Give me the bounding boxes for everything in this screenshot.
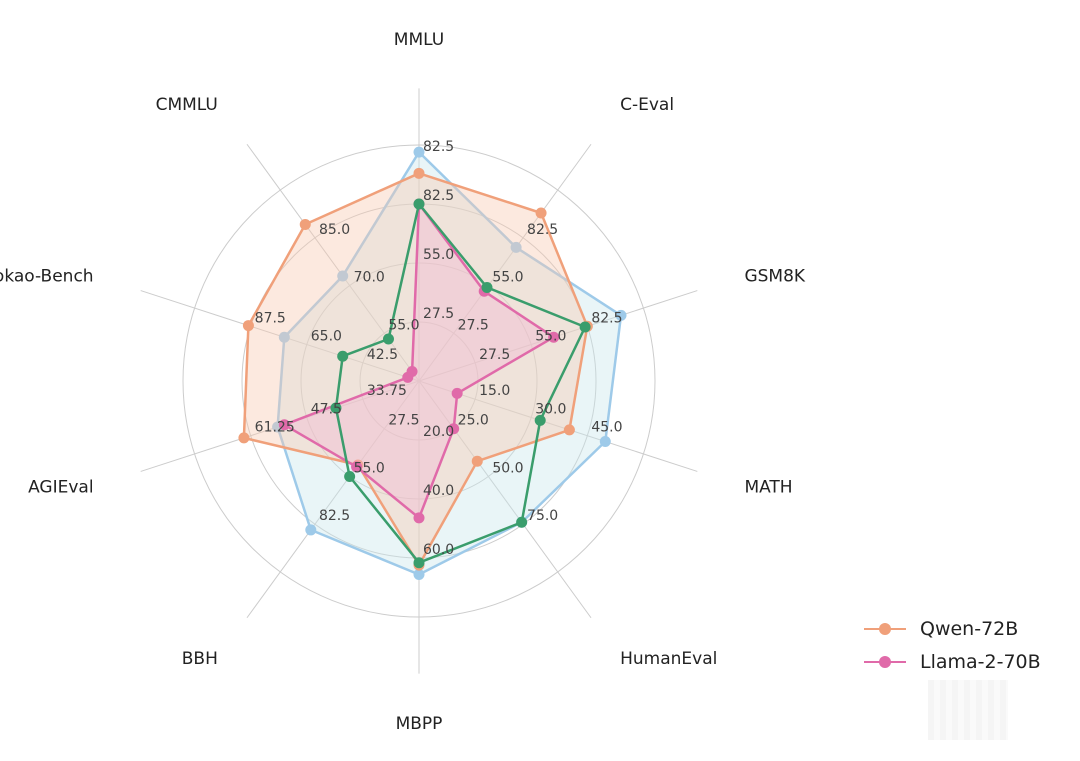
series-3-point-2: [615, 309, 627, 321]
tick-label-7-1: 47.5: [311, 401, 342, 417]
series-3-point-5: [413, 569, 425, 581]
tick-label-6-2: 82.5: [319, 508, 350, 524]
tick-label-5-1: 40.0: [423, 483, 454, 499]
axis-label-0: MMLU: [394, 30, 444, 50]
tick-label-2-1: 55.0: [535, 329, 566, 345]
tick-label-4-2: 75.0: [527, 508, 558, 524]
tick-label-9-0: 55.0: [388, 317, 419, 333]
series-1-point-5: [413, 512, 425, 524]
tick-label-0-outer: 82.5: [423, 139, 454, 155]
tick-label-1-1: 55.0: [492, 270, 523, 286]
series-2-point-9: [382, 333, 394, 345]
tick-label-5-2: 60.0: [423, 542, 454, 558]
spoke-1: [418, 143, 592, 382]
series-2-point-6: [344, 470, 356, 482]
series-2-point-2: [579, 321, 591, 333]
tick-label-2-2: 82.5: [591, 310, 622, 326]
legend-swatch-llama: [862, 655, 908, 669]
tick-label-8-0: 42.5: [367, 347, 398, 363]
radar-axis-labels: MMLU C-Eval GSM8K MATH HumanEval MBPP BBH AGIEv…: [0, 30, 806, 734]
series-3-point-8: [278, 331, 290, 343]
spoke-4: [418, 380, 592, 619]
series-2-point-0: [413, 198, 425, 210]
tick-label-9-1: 70.0: [354, 270, 385, 286]
series-0-point-8: [242, 320, 254, 332]
tick-label-1-2: 82.5: [527, 222, 558, 238]
spoke-3: [418, 380, 698, 472]
series-2-point-1: [481, 281, 493, 293]
tick-label-8-2: 87.5: [255, 310, 286, 326]
radar-series: [238, 146, 627, 581]
tick-label-0-1: 55.0: [423, 247, 454, 263]
series-1-point-9: [406, 365, 418, 377]
legend-swatch-qwen: [862, 622, 908, 636]
series-2-point-3: [534, 414, 546, 426]
tick-label-8-1: 65.0: [311, 329, 342, 345]
tick-label-7-0: 33.75: [367, 383, 407, 399]
tick-label-9-2: 85.0: [319, 222, 350, 238]
series-1-point-2: [548, 331, 560, 343]
series-0-point-0: [413, 167, 425, 179]
axis-label-3: MATH: [744, 478, 792, 498]
tick-label-3-1: 30.0: [535, 401, 566, 417]
series-0-point-3: [563, 424, 575, 436]
series-2-point-4: [516, 516, 528, 528]
watermark: [928, 680, 1008, 740]
legend-item-llama: Llama-2-70B: [862, 645, 1041, 678]
series-1-point-4: [448, 423, 460, 435]
series-2-point-8: [337, 350, 349, 362]
series-3-point-6: [305, 524, 317, 536]
series-0-point-7: [238, 432, 250, 444]
series-0-point-1: [535, 207, 547, 219]
tick-label-5-0: 20.0: [423, 424, 454, 440]
tick-label-6-0: 27.5: [388, 413, 419, 429]
axis-label-2: GSM8K: [744, 266, 805, 286]
series-2-point-5: [413, 557, 425, 569]
series-3-point-1: [510, 241, 522, 253]
tick-label-1-0: 27.5: [458, 317, 489, 333]
axis-label-9: CMMLU: [156, 95, 218, 115]
axis-label-7: AGIEval: [28, 478, 93, 498]
series-1-point-7: [278, 419, 290, 431]
series-0-point-9: [299, 218, 311, 230]
axis-label-4: HumanEval: [620, 649, 717, 669]
axis-label-5: MBPP: [396, 714, 443, 734]
spoke-6: [246, 380, 420, 619]
legend-label-llama: Llama-2-70B: [920, 650, 1041, 673]
tick-label-2-0: 27.5: [479, 347, 510, 363]
tick-label-6-1: 55.0: [354, 460, 385, 476]
legend: Qwen-72B Llama-2-70B: [862, 612, 1041, 678]
axis-label-6: BBH: [182, 649, 218, 669]
axis-label-8: Gaokao-Bench: [0, 266, 94, 286]
legend-item-qwen: Qwen-72B: [862, 612, 1041, 645]
tick-label-4-0: 25.0: [458, 413, 489, 429]
tick-label-3-2: 45.0: [591, 420, 622, 436]
series-3-point-3: [599, 436, 611, 448]
series-0-point-4: [471, 455, 483, 467]
series-3-point-0: [413, 146, 425, 158]
tick-label-4-1: 50.0: [492, 460, 523, 476]
axis-label-1: C-Eval: [620, 95, 674, 115]
series-1-point-3: [451, 387, 463, 399]
series-2-point-7: [330, 402, 342, 414]
legend-label-qwen: Qwen-72B: [920, 617, 1019, 640]
tick-label-0-0: 27.5: [423, 306, 454, 322]
radar-tick-labels: 27.555.082.527.555.082.527.555.082.515.0…: [255, 139, 623, 558]
tick-label-3-0: 15.0: [479, 383, 510, 399]
series-3-point-9: [337, 270, 349, 282]
series-1-point-6: [351, 461, 363, 473]
tick-label-7-2: 61.25: [255, 420, 295, 436]
tick-label-0-2: 82.5: [423, 188, 454, 204]
